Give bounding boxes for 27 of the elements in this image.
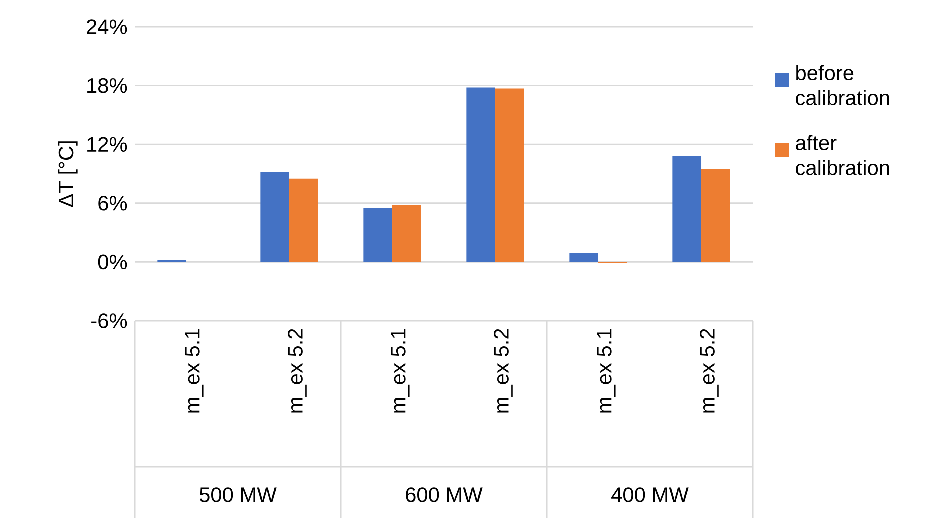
text: 600 MW — [406, 488, 483, 502]
text: 400 MW — [612, 488, 689, 502]
legend-label: after calibration — [796, 135, 890, 176]
bar — [570, 253, 599, 262]
y-tick-label: -6% — [92, 314, 128, 328]
x-tick-label: m_ex 5.2 — [700, 329, 719, 413]
bar — [672, 156, 702, 262]
bar — [392, 205, 422, 262]
bar — [260, 172, 290, 262]
y-tick-label: 0% — [98, 254, 128, 270]
x-tick-label: m_ex 5.2 — [494, 329, 513, 413]
x-tick-label: m_ex 5.1 — [597, 329, 616, 413]
y-tick-label: 12% — [88, 137, 128, 152]
y-tick-label: 24% — [87, 20, 128, 34]
legend-label: before calibration — [796, 65, 890, 106]
bar — [290, 178, 318, 262]
bar — [466, 88, 496, 262]
y-tick-label: 6% — [98, 196, 128, 211]
x-tick-label: m_ex 5.2 — [288, 329, 307, 413]
y-tick-label: 18% — [88, 78, 128, 94]
y-axis-title: ΔT [°C] — [58, 142, 78, 208]
bar — [702, 169, 730, 262]
text: 500 MW — [200, 488, 277, 502]
bar — [364, 208, 393, 262]
x-tick-label: m_ex 5.1 — [391, 329, 410, 413]
bar — [496, 88, 524, 262]
x-tick-label: m_ex 5.1 — [185, 329, 204, 413]
